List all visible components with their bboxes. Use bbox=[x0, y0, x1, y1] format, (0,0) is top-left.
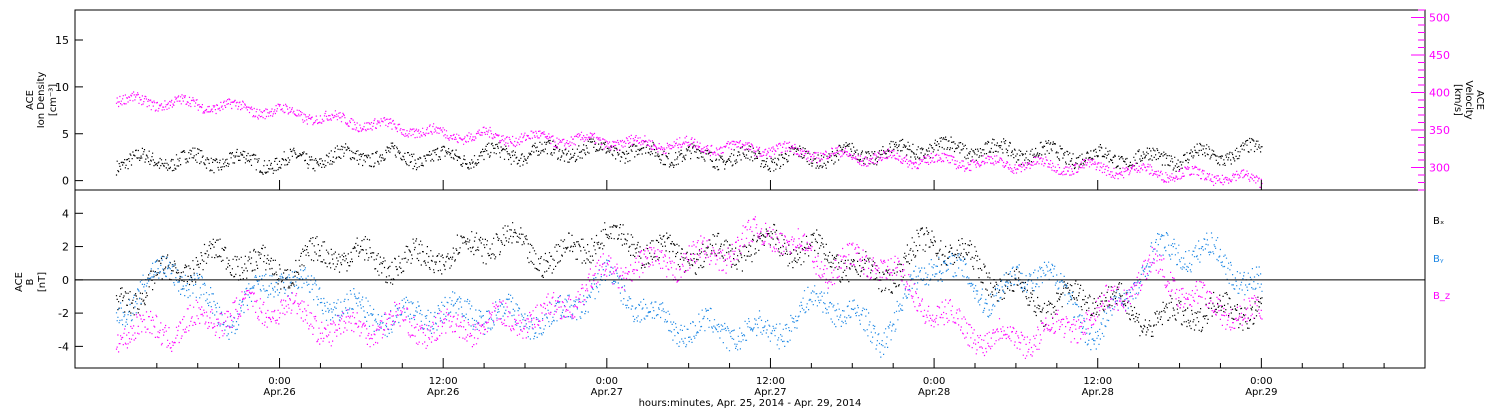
time-tick-time-1: 12:00 bbox=[429, 376, 458, 387]
time-tick-time-5: 12:00 bbox=[1083, 376, 1112, 387]
b-field-tick-label-2: 0 bbox=[62, 274, 69, 287]
b-field-axis: -4 -2 0 2 4 bbox=[58, 207, 83, 353]
legend-bz: B_z bbox=[1433, 291, 1450, 302]
series-0-points bbox=[115, 136, 1263, 176]
b-axis-label-line3: [nT] bbox=[37, 272, 48, 292]
velocity-tick-label-2: 400 bbox=[1429, 87, 1450, 100]
legend-bx: Bₓ bbox=[1433, 216, 1444, 227]
time-tick-time-2: 0:00 bbox=[596, 376, 618, 387]
series-11 bbox=[115, 232, 1263, 358]
bottom-panel-data bbox=[115, 216, 1263, 359]
density-axis-label-line3: [cm⁻³] bbox=[48, 84, 59, 116]
b-field-tick-label-3: 2 bbox=[62, 241, 69, 254]
time-tick-date-6: Apr.29 bbox=[1245, 387, 1277, 398]
velocity-axis: 300 350 400 450 500 bbox=[1411, 9, 1450, 191]
velocity-tick-label-1: 350 bbox=[1429, 124, 1450, 137]
b-axis-label-line2: B bbox=[25, 278, 36, 285]
b-field-tick-label-1: -2 bbox=[58, 307, 69, 320]
series-10 bbox=[115, 222, 1263, 337]
time-tick-date-0: Apr.26 bbox=[263, 387, 295, 398]
velocity-axis-label-line2: Velocity bbox=[1463, 80, 1474, 119]
time-axis: 0:00Apr.2612:00Apr.260:00Apr.2712:00Apr.… bbox=[156, 180, 1385, 398]
b-field-tick-label-4: 4 bbox=[62, 207, 69, 220]
time-tick-time-3: 12:00 bbox=[756, 376, 785, 387]
velocity-tick-label-3: 450 bbox=[1429, 49, 1450, 62]
series-11-points bbox=[115, 232, 1263, 358]
density-tick-label-1: 5 bbox=[62, 128, 69, 141]
bottom-panel-frame bbox=[74, 189, 1426, 369]
time-tick-date-3: Apr.27 bbox=[754, 387, 786, 398]
velocity-tick-label-0: 300 bbox=[1429, 162, 1450, 175]
velocity-tick-label-4: 500 bbox=[1429, 12, 1450, 25]
legend-by: Bᵧ bbox=[1433, 254, 1444, 265]
density-axis-label-line1: ACE bbox=[25, 90, 36, 110]
series-1 bbox=[115, 91, 1263, 188]
density-tick-label-2: 10 bbox=[55, 81, 69, 94]
density-tick-label-0: 0 bbox=[62, 175, 69, 188]
density-tick-label-3: 15 bbox=[55, 34, 69, 47]
top-panel-frame bbox=[74, 9, 1426, 191]
time-tick-date-4: Apr.28 bbox=[918, 387, 950, 398]
velocity-axis-label-line1: ACE bbox=[1474, 90, 1485, 110]
density-axis-label-line2: Ion Density bbox=[36, 72, 47, 129]
series-10-points bbox=[115, 222, 1263, 337]
x-axis-label: hours:minutes, Apr. 25, 2014 - Apr. 29, … bbox=[639, 398, 862, 409]
time-tick-date-2: Apr.27 bbox=[591, 387, 623, 398]
time-tick-time-6: 0:00 bbox=[1250, 376, 1272, 387]
time-tick-date-5: Apr.28 bbox=[1082, 387, 1114, 398]
series-0 bbox=[115, 136, 1263, 176]
time-tick-date-1: Apr.26 bbox=[427, 387, 459, 398]
top-panel-data bbox=[115, 91, 1263, 188]
b-axis-label-line1: ACE bbox=[14, 272, 25, 292]
density-axis: 0 5 10 15 bbox=[55, 34, 83, 188]
time-tick-time-0: 0:00 bbox=[268, 376, 290, 387]
series-1-points bbox=[115, 91, 1263, 188]
time-tick-time-4: 0:00 bbox=[923, 376, 945, 387]
b-field-tick-label-0: -4 bbox=[58, 340, 69, 353]
velocity-axis-label-line3: [km/s] bbox=[1452, 84, 1463, 116]
